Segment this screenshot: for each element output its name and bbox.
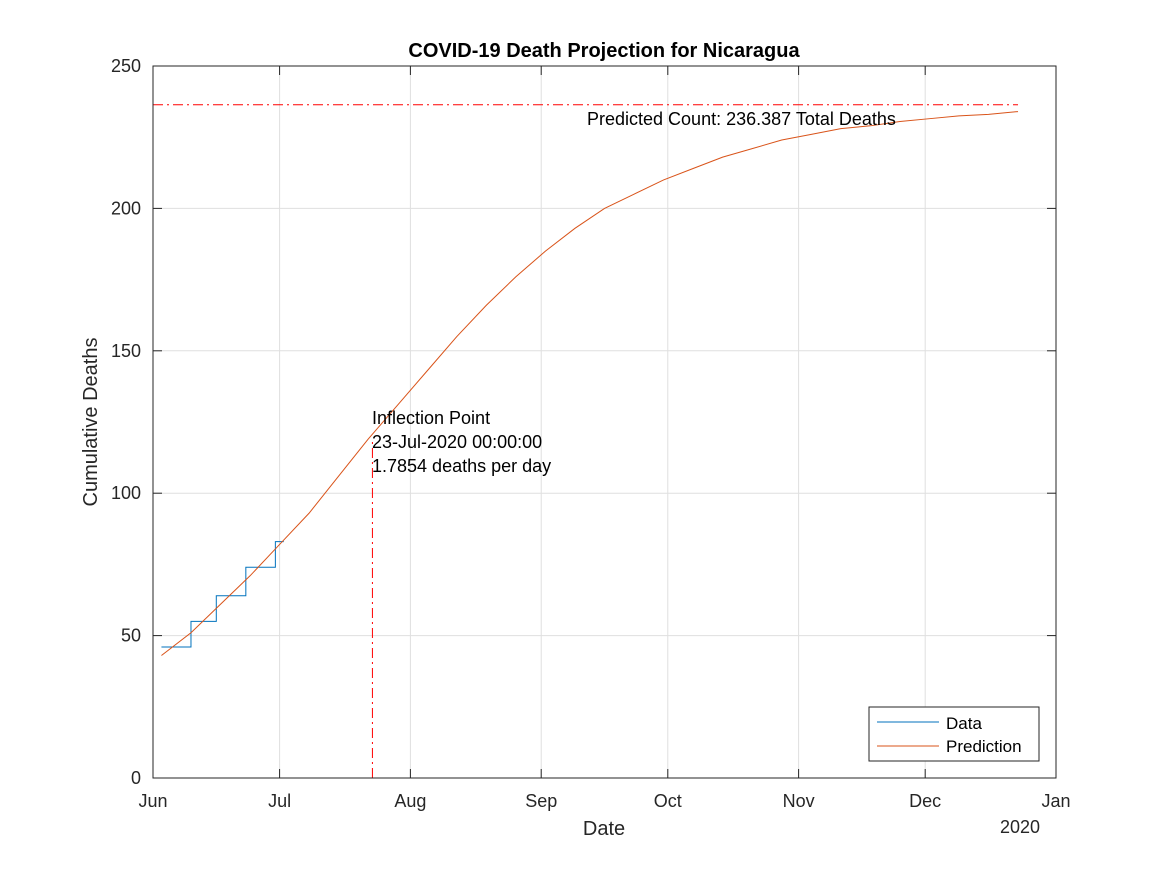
tick-labels: Jun Jul Aug Sep Oct Nov Dec Jan 0 50 100 150 200 250 (111, 56, 1071, 811)
legend-label-data: Data (946, 714, 982, 733)
x-axis-label: Date (583, 818, 625, 840)
inflection-rate-annotation: 1.7854 deaths per day (372, 456, 551, 476)
x-tick-label: Dec (909, 791, 941, 811)
y-axis-label: Cumulative Deaths (80, 338, 102, 507)
inflection-date-annotation: 23-Jul-2020 00:00:00 (372, 432, 542, 452)
x-tick-label: Jan (1041, 791, 1070, 811)
y-tick-label: 100 (111, 483, 141, 503)
legend: Data Prediction (868, 706, 1040, 762)
y-tick-label: 50 (121, 626, 141, 646)
chart-title: COVID-19 Death Projection for Nicaragua (408, 40, 800, 62)
x-tick-label: Jun (138, 791, 167, 811)
series-line-data (161, 541, 284, 648)
y-tick-label: 150 (111, 341, 141, 361)
inflection-title-annotation: Inflection Point (372, 408, 490, 428)
legend-box (868, 706, 1040, 762)
legend-label-prediction: Prediction (946, 737, 1022, 756)
ticks (152, 65, 1057, 779)
data-layer (153, 104, 1019, 778)
x-tick-label: Nov (783, 791, 815, 811)
plot-area (153, 66, 1056, 778)
series-line-prediction (161, 111, 1019, 656)
x-tick-label: Sep (525, 791, 557, 811)
predicted-count-annotation: Predicted Count: 236.387 Total Deaths (587, 109, 896, 129)
x-tick-label: Oct (654, 791, 682, 811)
x-axis-year-label: 2020 (1000, 817, 1040, 837)
x-tick-label: Jul (268, 791, 291, 811)
axes-box (152, 65, 1057, 779)
y-tick-label: 250 (111, 56, 141, 76)
y-tick-label: 200 (111, 198, 141, 218)
x-tick-label: Aug (394, 791, 426, 811)
y-tick-label: 0 (131, 768, 141, 788)
